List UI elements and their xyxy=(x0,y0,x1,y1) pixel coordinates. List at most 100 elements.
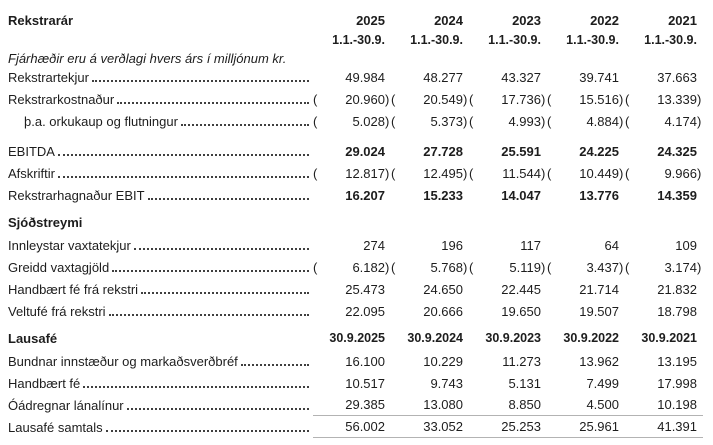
close-paren: ) xyxy=(541,259,546,275)
cell-value: 49.984 xyxy=(345,69,385,85)
section-lausafe: Lausafé 30.9.2025 30.9.2024 30.9.2023 30.9.… xyxy=(8,326,703,350)
dotted-leader xyxy=(141,292,309,294)
open-paren: ( xyxy=(547,91,552,107)
cell-value: 30.9.2022 xyxy=(563,331,619,345)
row-values: 49.984 48.277 43.327 39.741 37.663 xyxy=(313,66,703,88)
cell-value: 4.500 xyxy=(586,397,619,412)
open-paren: ( xyxy=(469,113,474,129)
value-cell: 16.100 xyxy=(313,354,391,369)
cell-value: 2025 xyxy=(356,12,385,28)
row-values: 56.002 33.052 25.253 25.961 41.391 xyxy=(313,416,703,438)
cell-value: 4.993 xyxy=(508,113,541,129)
cell-value: 5.119 xyxy=(509,259,541,275)
cell-value: 17.998 xyxy=(657,375,697,391)
cell-value: 1.1.-30.9. xyxy=(644,33,697,47)
row-greidd-vaxtagjold: Greidd vaxtagjöld (6.182)(5.768)(5.119)(… xyxy=(8,256,703,278)
value-cell: (5.028) xyxy=(313,114,391,129)
row-innleystar-vaxtatekjur: Innleystar vaxtatekjur 274 196 117 64 109 xyxy=(8,234,703,256)
cell-value: 13.962 xyxy=(579,353,619,369)
open-paren: ( xyxy=(391,259,396,275)
open-paren: ( xyxy=(391,165,396,181)
close-paren: ) xyxy=(385,165,390,181)
row-values: (5.028)(5.373)(4.993)(4.884)(4.174) xyxy=(313,110,703,132)
cell-value: 39.741 xyxy=(579,69,619,85)
value-cell: 2022 xyxy=(547,13,625,28)
cell-value: 1.1.-30.9. xyxy=(332,33,385,47)
close-paren: ) xyxy=(697,259,702,275)
value-cell: 13.776 xyxy=(547,188,625,203)
value-cell: 13.080 xyxy=(391,397,469,412)
cell-value: 274 xyxy=(363,237,385,253)
dotted-leader xyxy=(57,154,309,156)
cell-value: 1.1.-30.9. xyxy=(566,33,619,47)
cell-value: 15.516 xyxy=(579,91,619,107)
open-paren: ( xyxy=(547,165,552,181)
value-cell: (12.817) xyxy=(313,166,391,181)
open-paren: ( xyxy=(313,259,318,275)
row-values: 16.100 10.229 11.273 13.962 13.195 xyxy=(313,350,703,372)
cell-value: 43.327 xyxy=(501,69,541,85)
row-label: Greidd vaxtagjöld xyxy=(8,259,110,275)
cell-value: 5.028 xyxy=(352,113,385,129)
value-cell: 10.229 xyxy=(391,354,469,369)
open-paren: ( xyxy=(313,91,318,107)
cell-value: 20.549 xyxy=(423,91,463,107)
row-values: 29.024 27.728 25.591 24.225 24.325 xyxy=(313,140,703,162)
close-paren: ) xyxy=(463,259,468,275)
value-cell: (20.960) xyxy=(313,92,391,107)
close-paren: ) xyxy=(463,165,468,181)
cell-value: 10.517 xyxy=(345,375,385,391)
row-values: (6.182)(5.768)(5.119)(3.437)(3.174) xyxy=(313,256,703,278)
dotted-leader xyxy=(91,80,309,82)
close-paren: ) xyxy=(697,113,702,129)
cell-value: 3.437 xyxy=(586,259,619,275)
cell-value: 25.961 xyxy=(579,419,619,434)
cell-value: 21.832 xyxy=(657,281,697,297)
cell-value: 20.960 xyxy=(345,91,385,107)
dotted-leader xyxy=(180,124,309,126)
cell-value: 19.507 xyxy=(579,303,619,319)
row-lausafe-samtals: Lausafé samtals 56.002 33.052 25.253 25.961… xyxy=(8,416,703,438)
value-cell: 11.273 xyxy=(469,354,547,369)
period-row: 1.1.-30.9. 1.1.-30.9. 1.1.-30.9. 1.1.-30.9.… xyxy=(8,30,703,50)
row-label: Sjóðstreymi xyxy=(8,214,83,230)
value-cell: 24.225 xyxy=(547,144,625,159)
cell-value: 21.714 xyxy=(579,281,619,297)
close-paren: ) xyxy=(619,113,624,129)
section-gap xyxy=(8,132,703,140)
value-cell: 30.9.2025 xyxy=(313,331,391,345)
value-cell: (3.174) xyxy=(625,260,703,275)
row-label: Óádregnar lánalínur xyxy=(8,397,124,413)
close-paren: ) xyxy=(541,113,546,129)
close-paren: ) xyxy=(463,91,468,107)
cell-value: 17.736 xyxy=(501,91,541,107)
open-paren: ( xyxy=(547,113,552,129)
value-cell: 1.1.-30.9. xyxy=(469,33,547,47)
cell-value: 30.9.2021 xyxy=(641,331,697,345)
cell-value: 19.650 xyxy=(501,303,541,319)
value-cell: (17.736) xyxy=(469,92,547,107)
value-cell: (5.373) xyxy=(391,114,469,129)
open-paren: ( xyxy=(469,91,474,107)
value-cell: 22.445 xyxy=(469,282,547,297)
cell-value: 10.449 xyxy=(579,165,619,181)
cell-value: 2022 xyxy=(590,12,619,28)
close-paren: ) xyxy=(697,91,702,107)
dotted-leader xyxy=(240,364,309,366)
cell-value: 25.253 xyxy=(501,419,541,434)
close-paren: ) xyxy=(697,165,702,181)
cell-value: 9.966 xyxy=(664,165,697,181)
close-paren: ) xyxy=(385,259,390,275)
cell-value: 15.233 xyxy=(423,187,463,203)
table-rows: Rekstrarár 2025 2024 2023 2022 2021 1.1.-30.… xyxy=(8,10,703,438)
cell-value: 18.798 xyxy=(657,303,697,319)
value-cell: 29.385 xyxy=(313,397,391,412)
open-paren: ( xyxy=(625,91,630,107)
row-rekstrarkostnadur: Rekstrarkostnaður (20.960)(20.549)(17.73… xyxy=(8,88,703,110)
cell-value: 16.100 xyxy=(345,353,385,369)
cell-value: 41.391 xyxy=(657,419,697,434)
row-veltufe-fra-rekstri: Veltufé frá rekstri 22.095 20.666 19.650 19… xyxy=(8,300,703,322)
row-afskriftir: Afskriftir (12.817)(12.495)(11.544)(10.4… xyxy=(8,162,703,184)
cell-value: 12.495 xyxy=(423,165,463,181)
